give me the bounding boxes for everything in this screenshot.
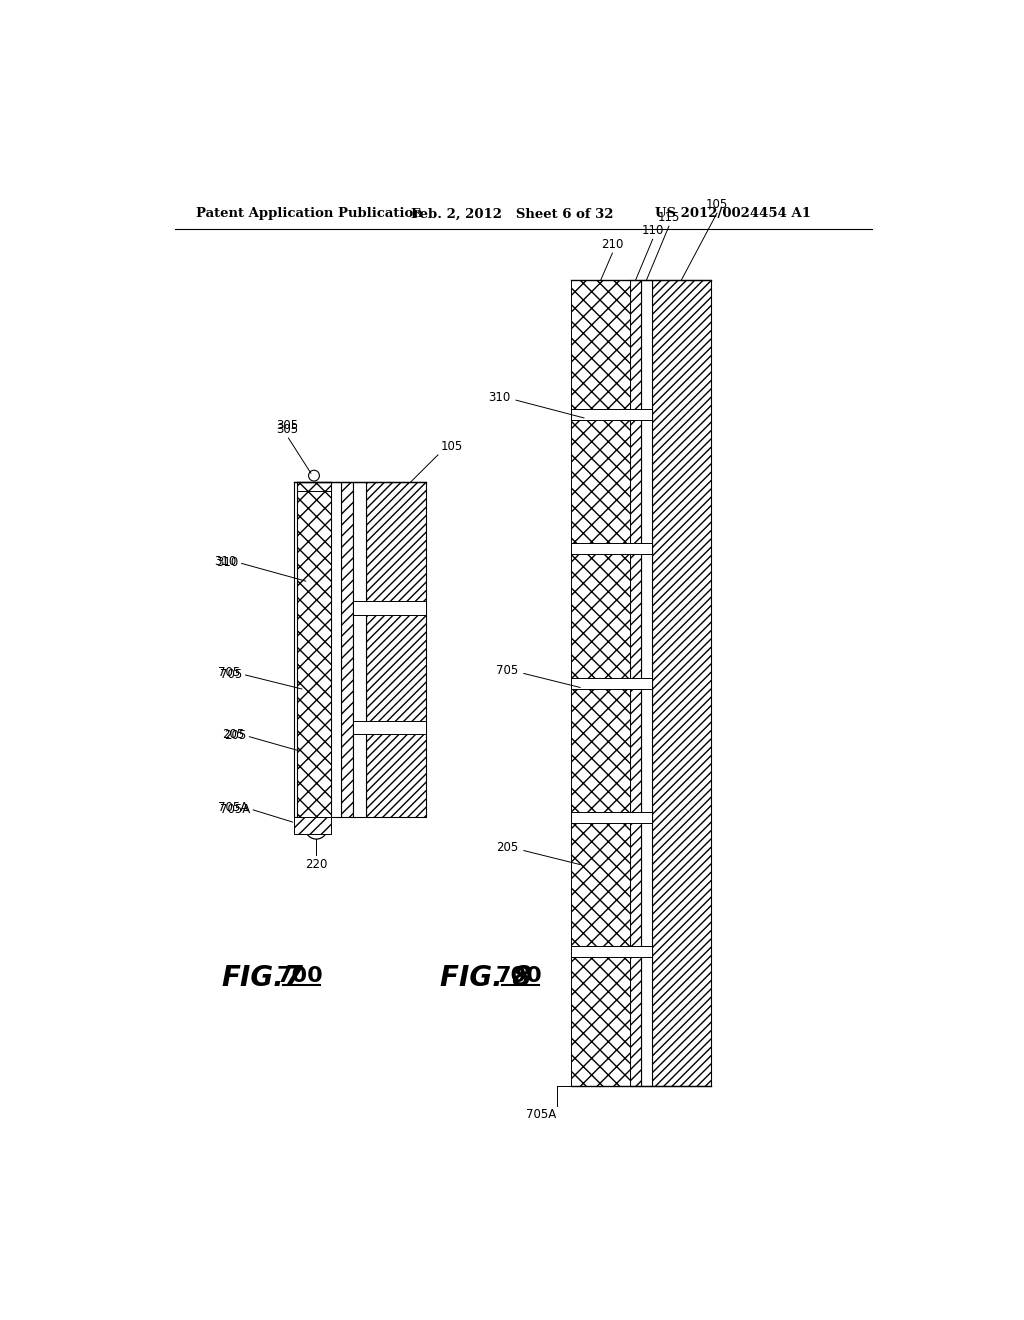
Bar — [571, 677, 652, 689]
Text: 705A: 705A — [220, 803, 251, 816]
Text: 705: 705 — [218, 667, 241, 680]
Text: 305: 305 — [275, 422, 298, 436]
Bar — [294, 482, 297, 817]
Text: 705A: 705A — [525, 1107, 556, 1121]
Bar — [366, 482, 426, 817]
Text: 705: 705 — [497, 664, 518, 677]
Bar — [294, 817, 331, 834]
Text: FIG.7: FIG.7 — [221, 965, 303, 993]
Bar — [641, 280, 652, 1086]
Bar — [652, 280, 711, 1086]
Bar — [297, 482, 331, 817]
Text: 205: 205 — [224, 730, 247, 742]
Text: 700: 700 — [496, 966, 542, 986]
Text: 700: 700 — [276, 966, 324, 986]
Text: 105: 105 — [440, 440, 463, 453]
Text: 105: 105 — [706, 198, 728, 211]
Text: 220: 220 — [305, 858, 328, 871]
Bar — [571, 409, 652, 420]
Text: 205: 205 — [497, 841, 518, 854]
Text: 310: 310 — [216, 556, 239, 569]
Bar — [571, 812, 652, 822]
Bar — [341, 482, 352, 817]
Text: 205: 205 — [222, 727, 245, 741]
Text: 705A: 705A — [218, 801, 248, 814]
Text: Feb. 2, 2012   Sheet 6 of 32: Feb. 2, 2012 Sheet 6 of 32 — [411, 207, 613, 220]
Bar — [352, 721, 426, 734]
Bar — [352, 601, 426, 615]
Text: 115: 115 — [657, 211, 680, 224]
Text: 310: 310 — [488, 391, 511, 404]
Text: 705: 705 — [220, 668, 243, 681]
Bar — [571, 544, 652, 554]
Bar — [331, 482, 341, 817]
Bar — [630, 280, 641, 1086]
Bar — [571, 946, 652, 957]
Bar — [571, 280, 630, 1086]
Text: 110: 110 — [641, 224, 664, 238]
Text: Patent Application Publication: Patent Application Publication — [197, 207, 423, 220]
Text: 310: 310 — [214, 554, 237, 568]
Text: 305: 305 — [275, 418, 298, 432]
Text: FIG. 8: FIG. 8 — [440, 965, 531, 993]
Bar — [352, 482, 366, 817]
Text: 210: 210 — [601, 238, 624, 251]
Text: US 2012/0024454 A1: US 2012/0024454 A1 — [655, 207, 811, 220]
